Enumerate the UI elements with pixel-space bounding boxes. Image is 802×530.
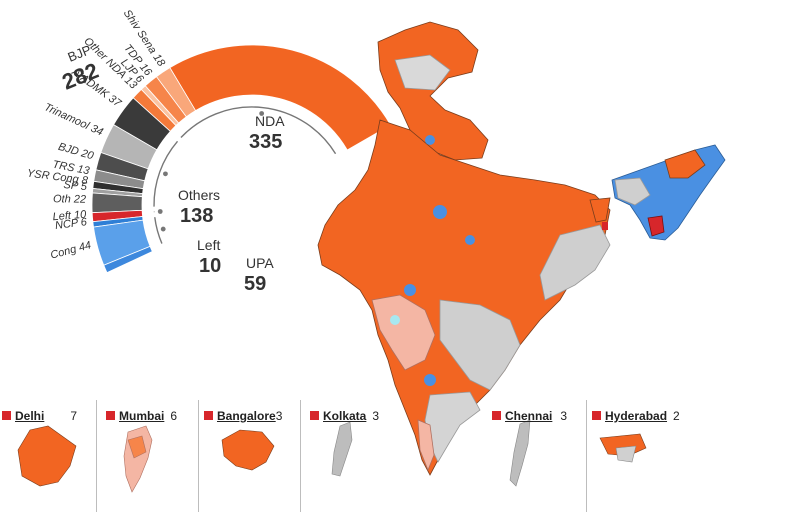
- coalition-nda-value: 335: [249, 131, 282, 153]
- city-seat-count: 3: [560, 408, 568, 423]
- city-name: Delhi: [15, 408, 45, 423]
- city-map-hyderabad-part: [615, 445, 637, 463]
- coalition-arc-nda: [180, 106, 337, 155]
- slice-label-bjd: BJD 20: [57, 141, 96, 163]
- city-seat-count: 7: [70, 408, 78, 423]
- coalition-arc-marker: [160, 226, 166, 232]
- coalition-others-value: 138: [180, 205, 213, 227]
- city-name: Bangalore: [217, 408, 276, 423]
- city-panel-delhi: Delhi 7: [2, 400, 90, 520]
- city-seat-count: 2: [673, 408, 680, 423]
- slice-label-sp: SP 5: [63, 179, 88, 193]
- coalition-arc-marker: [259, 111, 265, 116]
- map-patch-upa-4: [424, 374, 436, 386]
- map-patch-upa-1: [433, 205, 447, 219]
- map-region-east-grey: [539, 224, 611, 301]
- city-seat-count: 3: [275, 408, 283, 423]
- city-panel-bangalore: Bangalore3: [204, 400, 304, 520]
- slice-label-left: Left 10: [52, 209, 87, 224]
- india-constituency-map: [317, 21, 726, 476]
- city-marker: [492, 411, 501, 421]
- city-name: Kolkata: [323, 408, 367, 423]
- map-region-tripura: [647, 215, 665, 237]
- map-patch-left: [602, 222, 608, 230]
- slice-label-cong: Cong 44: [49, 239, 92, 261]
- coalition-arcs: [153, 106, 337, 244]
- city-marker: [310, 411, 319, 421]
- slice-label-oth: Oth 22: [53, 193, 86, 205]
- city-divider: [198, 400, 199, 512]
- city-map-chennai: [509, 419, 531, 487]
- map-region-ladakh: [394, 54, 451, 91]
- map-region-south-grey: [439, 299, 521, 391]
- city-name: Mumbai: [119, 408, 165, 423]
- city-map-kolkata: [331, 421, 353, 477]
- city-marker: [592, 411, 601, 421]
- map-region-assam: [664, 149, 706, 179]
- map-region-ne-grey: [614, 177, 651, 206]
- city-marker: [204, 411, 213, 421]
- seat-share-donut: [91, 44, 392, 274]
- map-region-bengal-strip: [589, 197, 611, 223]
- map-region-kerala: [417, 419, 435, 472]
- map-patch-upa-2: [404, 284, 416, 296]
- city-divider: [300, 400, 301, 512]
- city-map-bangalore: [221, 429, 275, 471]
- donut-slice-oth: [91, 192, 143, 214]
- coalition-arc-marker: [163, 171, 168, 177]
- city-name: Chennai: [505, 408, 553, 423]
- city-panel-hyderabad: Hyderabad 2: [592, 400, 702, 520]
- slice-label-trinamool: Trinamool 34: [42, 101, 105, 138]
- city-panel-chennai: Chennai 3: [492, 400, 582, 520]
- city-panel-mumbai: Mumbai 6: [106, 400, 196, 520]
- city-maps: [17, 419, 647, 493]
- city-divider: [96, 400, 97, 512]
- city-marker: [2, 411, 11, 421]
- map-region-north: [377, 21, 489, 161]
- coalition-arc-marker: [157, 209, 163, 214]
- coalition-upa-value: 59: [244, 273, 266, 295]
- city-seat-count: 6: [170, 408, 178, 423]
- city-divider: [586, 400, 587, 512]
- city-name: Hyderabad: [605, 408, 668, 423]
- coalition-upa-name: UPA: [246, 255, 274, 271]
- coalition-left-name: Left: [197, 237, 220, 253]
- map-patch-upa-6: [425, 135, 435, 145]
- coalition-arc-others: [153, 140, 179, 207]
- coalition-nda-name: NDA: [255, 113, 285, 129]
- coalition-others-name: Others: [178, 187, 220, 203]
- map-region-west-light: [371, 294, 436, 371]
- coalition-arc-upa: [154, 217, 163, 244]
- city-map-delhi: [17, 425, 77, 487]
- city-panel-kolkata: Kolkata 3: [310, 400, 410, 520]
- donut-slice-bjp: [169, 44, 392, 151]
- city-seat-count: 3: [372, 408, 380, 423]
- slice-label-ncp: NCP 6: [54, 216, 88, 232]
- coalition-left-value: 10: [199, 255, 221, 277]
- map-patch-upa-3: [465, 235, 475, 245]
- donut-slice-upa-other: [103, 245, 153, 274]
- city-map-mumbai-part: [127, 435, 147, 459]
- city-marker: [106, 411, 115, 421]
- map-patch-upa-5: [390, 315, 400, 325]
